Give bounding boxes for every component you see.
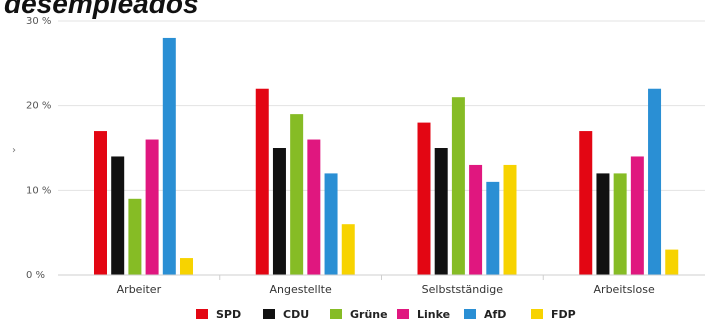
bar-linke-angestellte (307, 139, 321, 275)
legend-swatch-afd (464, 309, 476, 319)
chart-title: desempleados (4, 0, 199, 19)
bar-fdp-arbeitslose (665, 249, 679, 275)
bar-grüne-angestellte (290, 114, 304, 275)
x-tick-label: Arbeitslose (594, 283, 655, 296)
bar-afd-arbeitslose (648, 88, 662, 275)
bar-cdu-arbeitslose (596, 173, 610, 275)
bar-grüne-selbstständige (451, 97, 465, 275)
bar-grüne-arbeitslose (613, 173, 627, 275)
stray-mark: › (12, 145, 16, 156)
legend-swatch-cdu (263, 309, 275, 319)
bar-spd-arbeitslose (579, 131, 593, 275)
legend-swatch-spd (196, 309, 208, 319)
bar-afd-angestellte (324, 173, 338, 275)
bar-cdu-arbeiter (111, 156, 125, 275)
bar-fdp-selbstständige (503, 164, 517, 275)
x-tick-label: Selbstständige (422, 283, 504, 296)
legend-label-linke: Linke (417, 308, 450, 321)
y-tick-label: 30 % (26, 16, 51, 27)
bar-afd-selbstständige (486, 181, 500, 275)
bar-fdp-angestellte (341, 224, 355, 275)
bar-afd-arbeiter (162, 37, 176, 275)
legend-label-afd: AfD (484, 308, 506, 321)
bar-fdp-arbeiter (180, 258, 193, 275)
bar-spd-selbstständige (417, 122, 431, 275)
y-tick-label: 10 % (26, 185, 51, 196)
legend-label-cdu: CDU (283, 308, 309, 321)
bars (94, 37, 679, 275)
bar-spd-angestellte (255, 88, 269, 275)
legend-swatch-grüne (330, 309, 342, 319)
bar-linke-arbeiter (145, 139, 159, 275)
bar-cdu-angestellte (272, 148, 286, 275)
legend-swatch-fdp (531, 309, 543, 319)
legend-label-fdp: FDP (551, 308, 576, 321)
y-tick-label: 0 % (26, 270, 45, 281)
bar-cdu-selbstständige (434, 148, 448, 275)
bar-linke-selbstständige (469, 164, 483, 275)
x-tick-label: Arbeiter (117, 283, 162, 296)
legend-label-spd: SPD (216, 308, 241, 321)
y-tick-label: 20 % (26, 101, 51, 112)
legend: SPD CDU Grüne Linke AfD FDP (196, 308, 576, 321)
x-axis: Arbeiter Angestellte Selbstständige Arbeits… (58, 274, 705, 296)
legend-label-grüne: Grüne (350, 308, 388, 321)
bar-linke-arbeitslose (630, 156, 644, 275)
bar-grüne-arbeiter (128, 198, 142, 275)
legend-swatch-linke (397, 309, 409, 319)
x-tick-label: Angestellte (269, 283, 331, 296)
y-axis: 0 % 10 % 20 % 30 % (26, 16, 51, 281)
bar-spd-arbeiter (94, 131, 107, 275)
